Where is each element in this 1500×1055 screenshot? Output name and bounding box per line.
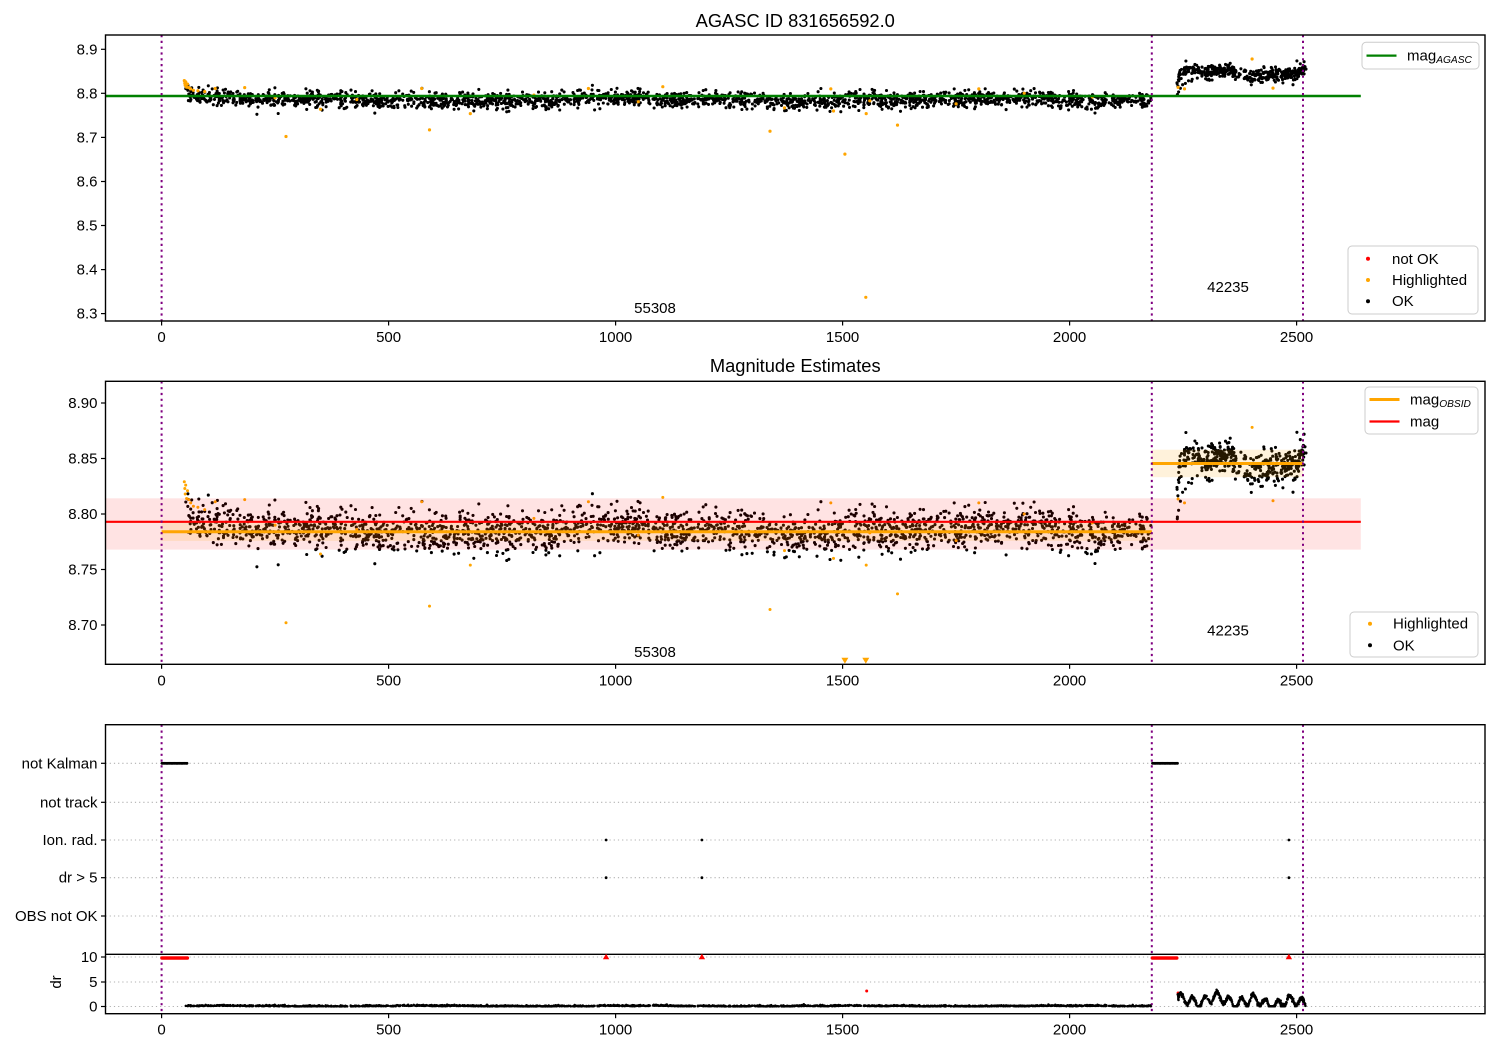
svg-text:8.75: 8.75 (68, 562, 97, 579)
svg-text:1000: 1000 (599, 672, 632, 689)
svg-text:8.3: 8.3 (77, 306, 98, 323)
svg-text:Highlighted: Highlighted (1392, 272, 1467, 289)
svg-text:not track: not track (40, 794, 98, 811)
svg-text:2000: 2000 (1053, 1022, 1086, 1039)
svg-text:8.9: 8.9 (77, 41, 98, 58)
svg-text:0: 0 (157, 329, 165, 346)
svg-text:1500: 1500 (826, 1022, 859, 1039)
svg-text:1500: 1500 (826, 672, 859, 689)
svg-text:OK: OK (1392, 293, 1414, 310)
svg-text:AGASC ID 831656592.0: AGASC ID 831656592.0 (696, 10, 895, 31)
svg-text:Highlighted: Highlighted (1393, 616, 1468, 633)
svg-text:55308: 55308 (634, 300, 676, 317)
svg-text:42235: 42235 (1207, 623, 1249, 640)
svg-text:10: 10 (81, 949, 98, 966)
svg-text:8.7: 8.7 (77, 129, 98, 146)
svg-text:Magnitude Estimates: Magnitude Estimates (710, 355, 881, 376)
svg-text:1000: 1000 (599, 1022, 632, 1039)
svg-text:500: 500 (376, 329, 401, 346)
svg-text:8.90: 8.90 (68, 395, 97, 412)
svg-text:mag: mag (1410, 414, 1439, 431)
svg-text:8.80: 8.80 (68, 506, 97, 523)
svg-text:2000: 2000 (1053, 329, 1086, 346)
svg-text:not Kalman: not Kalman (22, 755, 98, 772)
svg-text:2500: 2500 (1280, 1022, 1313, 1039)
svg-text:2000: 2000 (1053, 672, 1086, 689)
svg-text:0: 0 (89, 999, 97, 1016)
svg-text:OBS not OK: OBS not OK (15, 908, 98, 925)
svg-text:2500: 2500 (1280, 672, 1313, 689)
svg-text:8.6: 8.6 (77, 174, 98, 191)
svg-text:1500: 1500 (826, 329, 859, 346)
svg-text:0: 0 (157, 1022, 165, 1039)
svg-text:8.4: 8.4 (77, 262, 98, 279)
svg-text:OK: OK (1393, 637, 1415, 654)
svg-text:0: 0 (157, 672, 165, 689)
svg-text:8.5: 8.5 (77, 218, 98, 235)
svg-text:5: 5 (89, 974, 97, 991)
svg-text:1000: 1000 (599, 329, 632, 346)
svg-text:8.85: 8.85 (68, 451, 97, 468)
svg-text:dr: dr (48, 975, 65, 988)
svg-text:2500: 2500 (1280, 329, 1313, 346)
svg-text:55308: 55308 (634, 644, 676, 661)
svg-text:dr > 5: dr > 5 (59, 870, 98, 887)
svg-text:42235: 42235 (1207, 279, 1249, 296)
svg-text:500: 500 (376, 672, 401, 689)
svg-text:Ion. rad.: Ion. rad. (42, 832, 97, 849)
svg-text:8.70: 8.70 (68, 617, 97, 634)
svg-text:not OK: not OK (1392, 251, 1439, 268)
svg-text:8.8: 8.8 (77, 85, 98, 102)
svg-text:500: 500 (376, 1022, 401, 1039)
